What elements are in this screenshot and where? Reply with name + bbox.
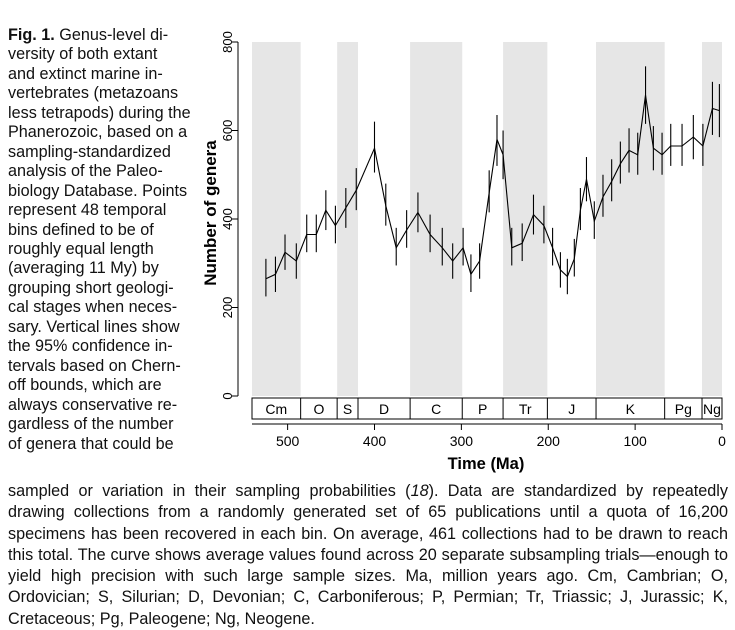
caption-side-line: off bounds, which are — [8, 376, 162, 395]
caption-side-line: sary. Vertical lines show — [8, 317, 180, 336]
caption-side-line: roughly equal length — [8, 239, 154, 258]
caption-side-line: and extinct marine in- — [8, 64, 163, 83]
y-tick-label: 400 — [220, 208, 235, 230]
geologic-timescale: Cm O S D C P Tr J K Pg Ng — [251, 397, 723, 420]
period-label-j: J — [568, 401, 575, 417]
y-tick-label: 800 — [220, 31, 235, 53]
period-label-ng: Ng — [703, 401, 721, 417]
timescale-box — [251, 397, 723, 420]
caption-side-line: sampling-standardized — [8, 142, 171, 161]
x-tick-label: 100 — [623, 433, 647, 449]
caption-side-line: Genus-level di- — [59, 26, 169, 44]
period-shade-tr — [503, 42, 548, 396]
period-shade-s — [337, 42, 358, 396]
caption-side-line: gardless of the number — [8, 415, 174, 434]
figure-label: Fig. 1. — [8, 26, 55, 44]
x-axis-label: Time (Ma) — [448, 455, 525, 473]
period-label-k: K — [626, 401, 636, 417]
x-tick-label: 400 — [363, 433, 387, 449]
x-tick-label: 500 — [276, 433, 300, 449]
period-label-tr: Tr — [519, 401, 532, 417]
period-label-d: D — [379, 401, 389, 417]
period-shade-c — [410, 42, 463, 396]
diversity-series — [265, 66, 720, 297]
y-axis: 0 200 400 600 800 — [220, 31, 239, 400]
period-label-pg: Pg — [675, 401, 692, 417]
period-label-s: S — [343, 401, 352, 417]
caption-side-line: biology Database. Points — [8, 181, 188, 200]
y-tick-label: 0 — [220, 392, 235, 399]
caption-side-line: grouping short geologi- — [8, 278, 174, 297]
period-shade-cm — [252, 42, 301, 396]
caption-side-line: analysis of the Paleo- — [8, 162, 163, 181]
x-tick-label: 0 — [718, 433, 726, 449]
caption-side-text: Genus-level di-versity of both extant and… — [8, 26, 192, 454]
y-axis-label: Number of genera — [201, 140, 220, 286]
caption-side-line: tervals based on Chern- — [8, 356, 181, 375]
reference-number: 18 — [410, 482, 429, 500]
period-shade-k — [596, 42, 665, 396]
figure-caption-side: Fig. 1. Genus-level di-versity of both e… — [8, 26, 192, 454]
x-tick-label: 200 — [537, 433, 561, 449]
figure-caption-bottom: sampled or variation in their sampling p… — [8, 481, 728, 630]
y-tick-label: 600 — [220, 120, 235, 142]
period-label-p: P — [478, 401, 487, 417]
caption-side-line: bins defined to be of — [8, 220, 154, 239]
caption-side-line: represent 48 temporal — [8, 201, 167, 220]
y-tick-label: 200 — [220, 297, 235, 319]
x-axis: 500 400 300 200 100 0 — [252, 423, 726, 449]
caption-bottom-text-start: sampled or variation in their sampling p… — [8, 482, 411, 500]
period-label-cm: Cm — [265, 401, 287, 417]
period-label-o: O — [313, 401, 324, 417]
period-shading — [252, 42, 722, 396]
caption-side-line: of genera that could be — [8, 434, 174, 453]
caption-side-line: the 95% confidence in- — [8, 337, 173, 356]
caption-side-line: vertebrates (metazoans — [8, 84, 179, 103]
caption-side-line: cal stages when neces- — [8, 298, 178, 317]
x-tick-label: 300 — [450, 433, 474, 449]
caption-bottom-text-end: ). Data are standardized by repeatedly d… — [8, 482, 728, 628]
caption-side-line: (averaging 11 My) by — [8, 259, 159, 278]
caption-side-line: versity of both extant — [8, 45, 158, 64]
caption-side-line: Phanerozoic, based on a — [8, 123, 188, 142]
caption-side-line: less tetrapods) during the — [8, 103, 191, 122]
caption-side-line: always conservative re- — [8, 395, 178, 414]
period-label-c: C — [431, 401, 441, 417]
diversity-chart: 0 200 400 600 800 Cm O S D C P Tr J K Pg Ng 500 400 300 2… — [201, 31, 726, 473]
